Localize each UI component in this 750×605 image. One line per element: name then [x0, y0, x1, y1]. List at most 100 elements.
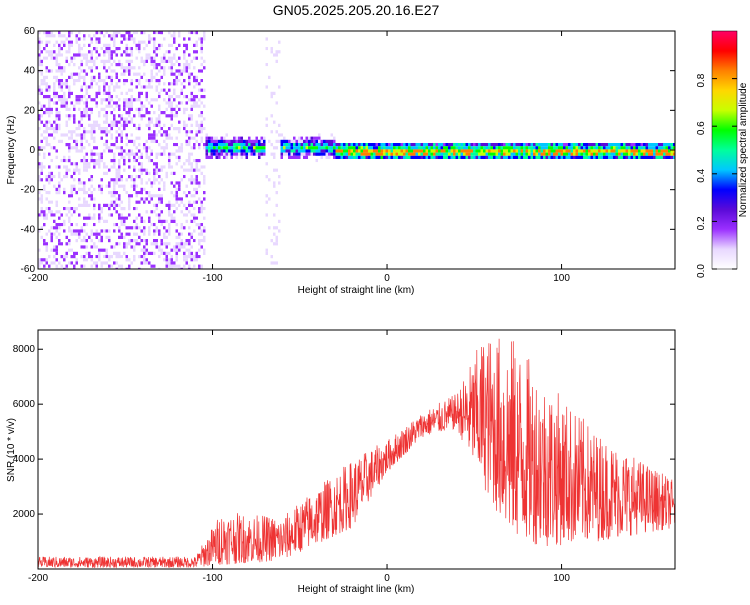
heatmap-cell: [133, 245, 136, 249]
heatmap-cell: [605, 152, 608, 156]
heatmap-cell: [150, 200, 153, 204]
heatmap-cell: [565, 143, 568, 147]
heatmap-cell: [148, 136, 151, 140]
heatmap-cell: [103, 88, 106, 92]
heatmap-cell: [180, 91, 183, 95]
heatmap-cell: [230, 165, 233, 169]
heatmap-cell: [135, 111, 138, 115]
heatmap-cell: [388, 165, 391, 169]
heatmap-cell: [190, 175, 193, 179]
heatmap-cell: [130, 146, 133, 150]
heatmap-cell: [188, 66, 191, 70]
heatmap-cell: [193, 165, 196, 169]
heatmap-cell: [153, 130, 156, 134]
heatmap-cell: [128, 114, 131, 118]
heatmap-cell: [565, 159, 568, 163]
heatmap-cell: [168, 213, 171, 217]
heatmap-cell: [133, 95, 136, 99]
heatmap-cell: [105, 229, 108, 233]
heatmap-cell: [168, 245, 171, 249]
heatmap-cell: [78, 229, 81, 233]
heatmap-cell: [275, 251, 278, 255]
heatmap-cell: [158, 251, 161, 255]
heatmap-cell: [153, 75, 156, 79]
heatmap-cell: [40, 75, 43, 79]
heatmap-cell: [53, 91, 56, 95]
heatmap-cell: [333, 143, 336, 147]
heatmap-cell: [445, 159, 448, 163]
heatmap-cell: [38, 191, 41, 195]
heatmap-cell: [135, 136, 138, 140]
heatmap-cell: [178, 159, 181, 163]
heatmap-cell: [163, 111, 166, 115]
heatmap-cell: [168, 197, 171, 201]
heatmap-cell: [115, 123, 118, 127]
heatmap-cell: [315, 133, 318, 137]
heatmap-cell: [550, 171, 553, 175]
heatmap-cell: [85, 203, 88, 207]
heatmap-cell: [108, 72, 111, 76]
heatmap-cell: [98, 207, 101, 211]
heatmap-cell: [575, 127, 578, 131]
heatmap-cell: [248, 171, 251, 175]
heatmap-cell: [223, 171, 226, 175]
heatmap-cell: [248, 146, 251, 150]
heatmap-cell: [80, 146, 83, 150]
heatmap-cell: [383, 127, 386, 131]
heatmap-cell: [128, 63, 131, 67]
heatmap-cell: [38, 114, 41, 118]
heatmap-cell: [73, 40, 76, 44]
heatmap-cell: [105, 111, 108, 115]
heatmap-cell: [115, 223, 118, 227]
heatmap-cell: [108, 171, 111, 175]
heatmap-cell: [100, 143, 103, 147]
heatmap-cell: [640, 149, 643, 153]
heatmap-cell: [543, 152, 546, 156]
heatmap-cell: [105, 255, 108, 259]
heatmap-cell: [133, 200, 136, 204]
heatmap-cell: [240, 155, 243, 159]
heatmap-cell: [185, 75, 188, 79]
heatmap-cell: [208, 127, 211, 131]
heatmap-cell: [188, 255, 191, 259]
heatmap-cell: [118, 207, 121, 211]
heatmap-cell: [575, 152, 578, 156]
heatmap-cell: [55, 239, 58, 243]
heatmap-cell: [178, 184, 181, 188]
heatmap-cell: [313, 143, 316, 147]
heatmap-cell: [158, 187, 161, 191]
heatmap-cell: [283, 165, 286, 169]
heatmap-cell: [155, 162, 158, 166]
heatmap-cell: [115, 101, 118, 105]
heatmap-cell: [130, 37, 133, 41]
heatmap-cell: [95, 255, 98, 259]
heatmap-cell: [178, 264, 181, 268]
heatmap-cell: [68, 95, 71, 99]
heatmap-cell: [378, 155, 381, 159]
heatmap-cell: [83, 101, 86, 105]
heatmap-cell: [393, 152, 396, 156]
heatmap-cell: [123, 34, 126, 38]
heatmap-cell: [293, 149, 296, 153]
heatmap-cell: [140, 136, 143, 140]
heatmap-cell: [45, 139, 48, 143]
heatmap-cell: [203, 63, 206, 67]
heatmap-cell: [165, 229, 168, 233]
heatmap-cell: [258, 139, 261, 143]
heatmap-cell: [513, 152, 516, 156]
heatmap-cell: [448, 165, 451, 169]
heatmap-cell: [50, 127, 53, 131]
heatmap-cell: [98, 155, 101, 159]
heatmap-cell: [100, 223, 103, 227]
heatmap-cell: [168, 101, 171, 105]
heatmap-cell: [185, 43, 188, 47]
heatmap-cell: [378, 133, 381, 137]
heatmap-cell: [498, 159, 501, 163]
heatmap-cell: [318, 139, 321, 143]
heatmap-cell: [173, 98, 176, 102]
y-tick-label: -40: [21, 224, 36, 235]
heatmap-cell: [180, 191, 183, 195]
heatmap-cell: [115, 200, 118, 204]
heatmap-cell: [633, 127, 636, 131]
heatmap-cell: [88, 91, 91, 95]
